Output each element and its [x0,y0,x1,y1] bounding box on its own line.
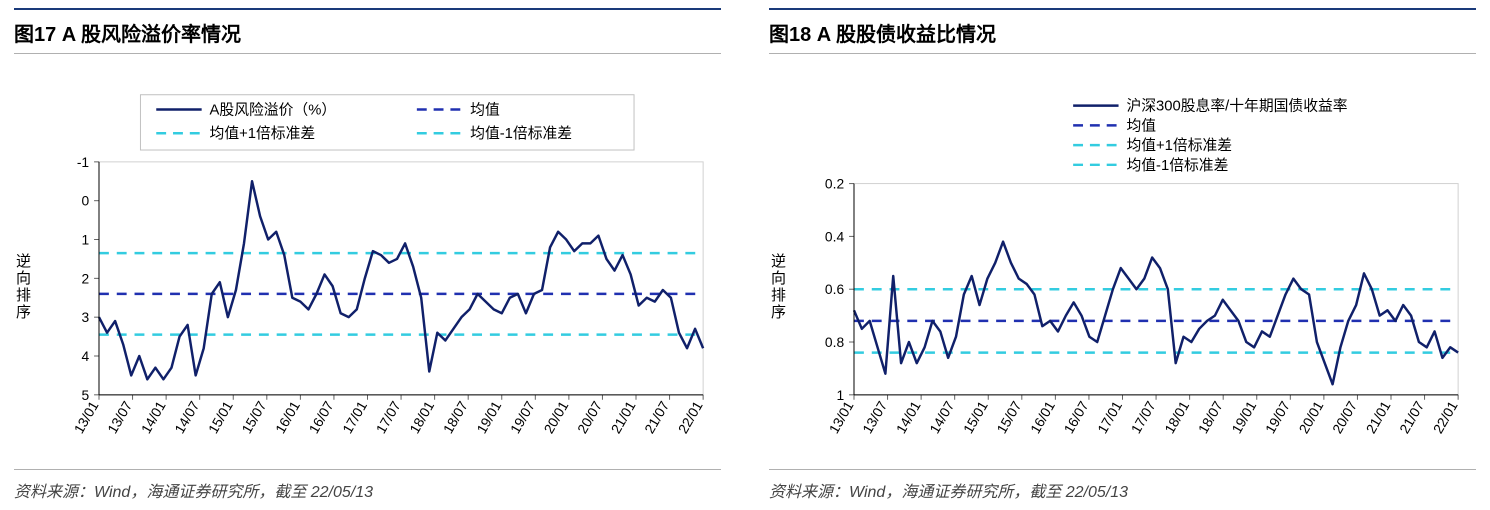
chart-18-footer: 资料来源：Wind，海通证券研究所，截至 22/05/13 [769,469,1476,502]
svg-text:14/07: 14/07 [171,398,202,436]
svg-text:16/07: 16/07 [1060,398,1091,436]
svg-text:-1: -1 [77,154,89,170]
svg-text:18/01: 18/01 [1161,398,1192,436]
svg-text:18/07: 18/07 [440,398,471,436]
svg-text:19/07: 19/07 [507,398,538,436]
svg-text:22/01: 22/01 [1430,398,1461,436]
svg-text:14/01: 14/01 [893,398,924,436]
svg-text:19/01: 19/01 [473,398,504,436]
svg-text:14/01: 14/01 [138,398,169,436]
svg-text:21/01: 21/01 [607,398,638,436]
chart-title-18: 图18 A 股股债收益比情况 [769,8,1476,54]
svg-text:15/07: 15/07 [238,398,269,436]
svg-text:均值: 均值 [470,101,500,118]
chart-title-17: 图17 A 股风险溢价率情况 [14,8,721,54]
svg-text:13/01: 13/01 [70,398,101,436]
svg-text:16/07: 16/07 [305,398,336,436]
svg-text:19/07: 19/07 [1262,398,1293,436]
svg-text:20/01: 20/01 [1295,398,1326,436]
svg-text:21/07: 21/07 [641,398,672,436]
svg-text:17/01: 17/01 [1094,398,1125,436]
svg-text:均值: 均值 [1126,117,1156,134]
svg-text:沪深300股息率/十年期国债收益率: 沪深300股息率/十年期国债收益率 [1126,98,1347,115]
svg-text:22/01: 22/01 [675,398,706,436]
svg-text:18/01: 18/01 [406,398,437,436]
svg-text:17/01: 17/01 [339,398,370,436]
svg-text:0: 0 [81,193,89,209]
svg-text:0.2: 0.2 [825,176,844,192]
svg-text:均值+1倍标准差: 均值+1倍标准差 [1126,137,1232,154]
svg-text:13/01: 13/01 [825,398,856,436]
svg-text:A股风险溢价（%）: A股风险溢价（%） [210,101,337,118]
left-panel: 图17 A 股风险溢价率情况 逆向排序 -101234513/0113/0714… [0,0,735,510]
svg-text:19/01: 19/01 [1228,398,1259,436]
svg-text:20/01: 20/01 [540,398,571,436]
svg-text:均值+1倍标准差: 均值+1倍标准差 [210,125,316,142]
svg-text:均值-1倍标准差: 均值-1倍标准差 [470,125,572,142]
svg-text:2: 2 [81,270,89,286]
chart-17-svg: -101234513/0113/0714/0114/0715/0115/0716… [22,64,713,469]
svg-text:3: 3 [81,309,89,325]
svg-text:0.6: 0.6 [825,281,845,297]
svg-text:20/07: 20/07 [574,398,605,436]
svg-text:16/01: 16/01 [1027,398,1058,436]
svg-text:1: 1 [81,231,89,247]
svg-text:15/07: 15/07 [993,398,1024,436]
svg-text:21/07: 21/07 [1396,398,1427,436]
svg-text:15/01: 15/01 [960,398,991,436]
svg-text:均值-1倍标准差: 均值-1倍标准差 [1126,157,1228,174]
svg-text:13/07: 13/07 [859,398,890,436]
y-axis-label-18: 逆向排序 [767,253,788,321]
svg-text:15/01: 15/01 [205,398,236,436]
y-axis-label-17: 逆向排序 [12,253,33,321]
svg-text:20/07: 20/07 [1329,398,1360,436]
svg-text:4: 4 [81,348,89,364]
svg-text:16/01: 16/01 [272,398,303,436]
chart-17-wrap: 逆向排序 -101234513/0113/0714/0114/0715/0115… [14,54,721,469]
svg-text:17/07: 17/07 [373,398,404,436]
svg-text:14/07: 14/07 [926,398,957,436]
svg-text:18/07: 18/07 [1195,398,1226,436]
svg-text:21/01: 21/01 [1362,398,1393,436]
chart-18-wrap: 逆向排序 0.20.40.60.8113/0113/0714/0114/0715… [769,54,1476,469]
chart-18-svg: 0.20.40.60.8113/0113/0714/0114/0715/0115… [777,64,1468,469]
svg-text:17/07: 17/07 [1128,398,1159,436]
svg-text:13/07: 13/07 [104,398,135,436]
svg-text:0.8: 0.8 [825,334,845,350]
svg-text:0.4: 0.4 [825,228,845,244]
right-panel: 图18 A 股股债收益比情况 逆向排序 0.20.40.60.8113/0113… [755,0,1490,510]
chart-17-footer: 资料来源：Wind，海通证券研究所，截至 22/05/13 [14,469,721,502]
